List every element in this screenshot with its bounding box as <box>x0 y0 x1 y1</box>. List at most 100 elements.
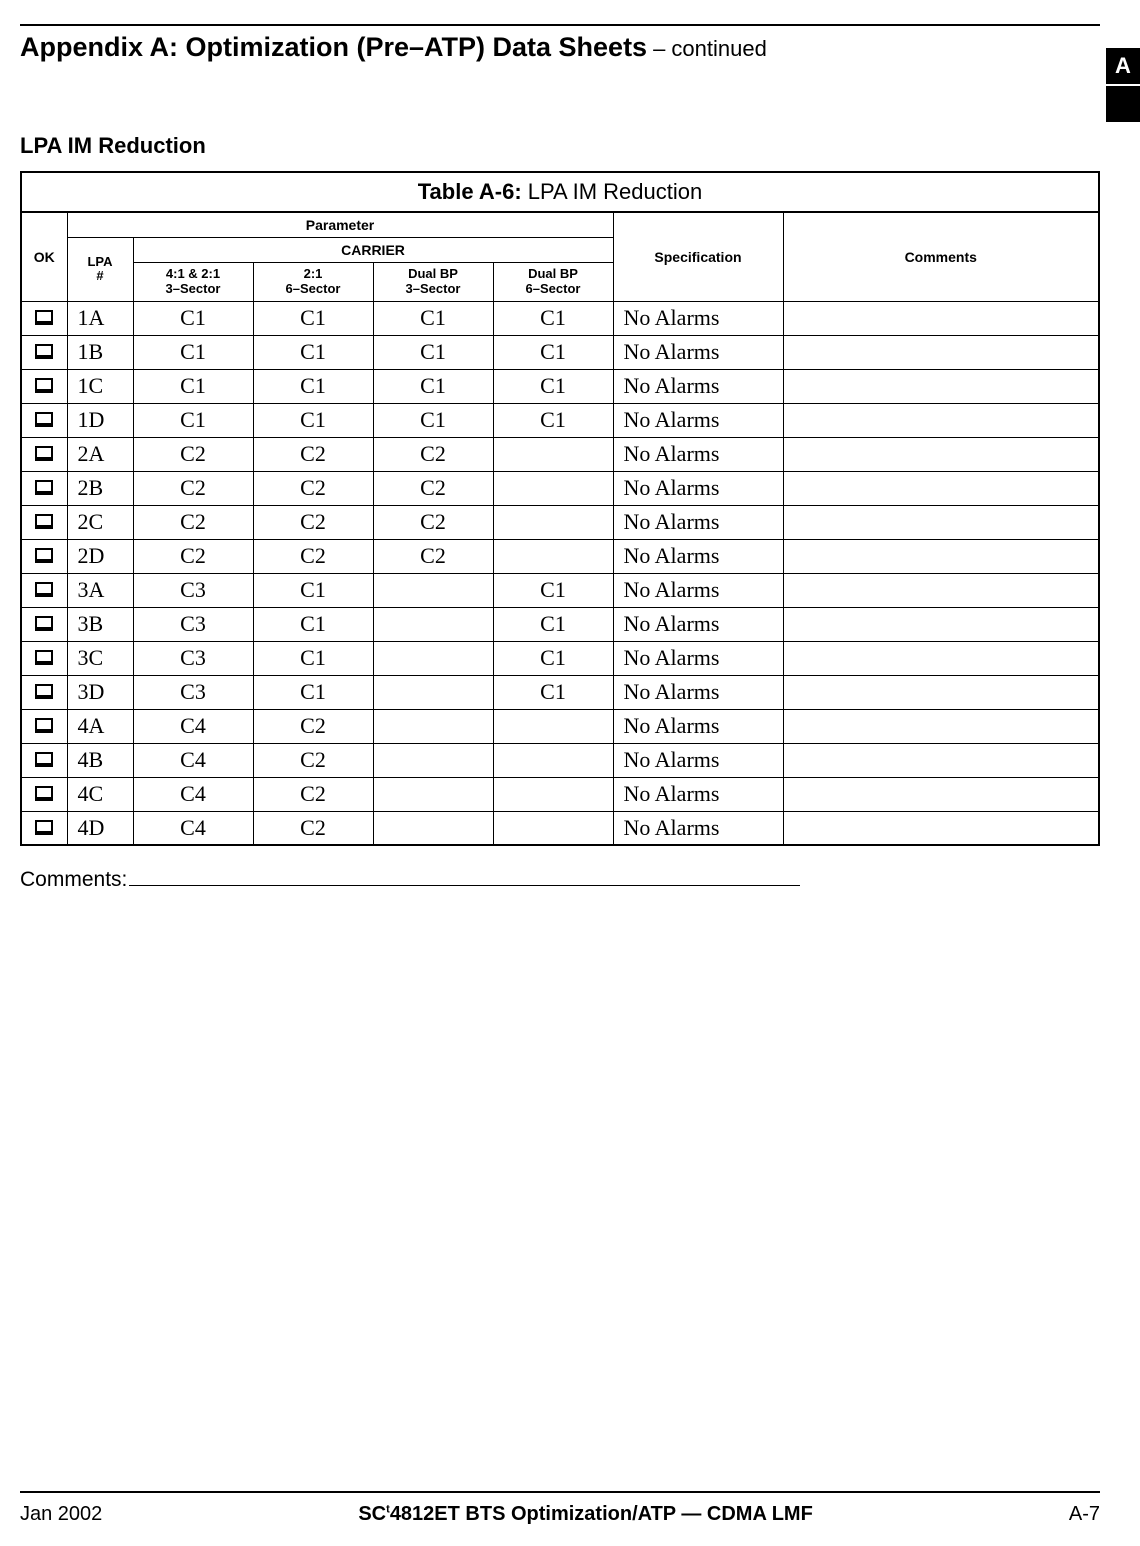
checkbox-icon[interactable] <box>35 650 53 665</box>
comments-cell <box>783 811 1099 845</box>
checkbox-icon[interactable] <box>35 582 53 597</box>
spec-cell: No Alarms <box>613 743 783 777</box>
comments-line: Comments: <box>20 868 800 892</box>
table-row: 4DC4C2No Alarms <box>21 811 1099 845</box>
lpa-cell: 2B <box>67 471 133 505</box>
c3-cell: C2 <box>373 539 493 573</box>
ok-cell[interactable] <box>21 777 67 811</box>
comments-cell <box>783 403 1099 437</box>
checkbox-icon[interactable] <box>35 514 53 529</box>
c2-cell: C1 <box>253 369 373 403</box>
checkbox-icon[interactable] <box>35 548 53 563</box>
lpa-cell: 1C <box>67 369 133 403</box>
comments-cell <box>783 607 1099 641</box>
spec-cell: No Alarms <box>613 335 783 369</box>
c2-cell: C2 <box>253 539 373 573</box>
caption-rest: LPA IM Reduction <box>522 179 703 204</box>
lpa-cell: 3C <box>67 641 133 675</box>
hdr-parameter: Parameter <box>67 212 613 238</box>
ok-cell[interactable] <box>21 709 67 743</box>
spec-cell: No Alarms <box>613 437 783 471</box>
comments-cell <box>783 335 1099 369</box>
ok-cell[interactable] <box>21 301 67 335</box>
ok-cell[interactable] <box>21 641 67 675</box>
table-row: 2CC2C2C2No Alarms <box>21 505 1099 539</box>
lpa-cell: 2D <box>67 539 133 573</box>
comments-cell <box>783 777 1099 811</box>
ok-cell[interactable] <box>21 607 67 641</box>
c2-cell: C2 <box>253 437 373 471</box>
ok-cell[interactable] <box>21 811 67 845</box>
c3-cell: C2 <box>373 471 493 505</box>
spec-cell: No Alarms <box>613 811 783 845</box>
c2-cell: C2 <box>253 709 373 743</box>
c2-cell: C1 <box>253 301 373 335</box>
comments-cell <box>783 539 1099 573</box>
ok-cell[interactable] <box>21 573 67 607</box>
c2-cell: C2 <box>253 811 373 845</box>
checkbox-icon[interactable] <box>35 310 53 325</box>
c1-cell: C2 <box>133 471 253 505</box>
c2-cell: C2 <box>253 505 373 539</box>
spec-cell: No Alarms <box>613 369 783 403</box>
c3-cell <box>373 573 493 607</box>
c3-cell <box>373 675 493 709</box>
table-row: 2BC2C2C2No Alarms <box>21 471 1099 505</box>
c3-cell <box>373 709 493 743</box>
c1-cell: C2 <box>133 505 253 539</box>
c3-cell: C1 <box>373 301 493 335</box>
table-row: 3BC3C1C1No Alarms <box>21 607 1099 641</box>
spec-cell: No Alarms <box>613 675 783 709</box>
checkbox-icon[interactable] <box>35 718 53 733</box>
spec-cell: No Alarms <box>613 641 783 675</box>
c4-cell: C1 <box>493 675 613 709</box>
ok-cell[interactable] <box>21 403 67 437</box>
c4-cell <box>493 471 613 505</box>
ok-cell[interactable] <box>21 505 67 539</box>
checkbox-icon[interactable] <box>35 412 53 427</box>
side-tab-blank <box>1106 86 1140 122</box>
hdr-specification: Specification <box>613 212 783 301</box>
c1-cell: C3 <box>133 573 253 607</box>
checkbox-icon[interactable] <box>35 616 53 631</box>
checkbox-icon[interactable] <box>35 446 53 461</box>
ok-cell[interactable] <box>21 335 67 369</box>
checkbox-icon[interactable] <box>35 684 53 699</box>
checkbox-icon[interactable] <box>35 378 53 393</box>
lpa-cell: 4A <box>67 709 133 743</box>
ok-cell[interactable] <box>21 471 67 505</box>
ok-cell[interactable] <box>21 437 67 471</box>
lpa-cell: 1D <box>67 403 133 437</box>
c3-cell: C2 <box>373 437 493 471</box>
c3-cell: C1 <box>373 335 493 369</box>
c4-cell <box>493 539 613 573</box>
ok-cell[interactable] <box>21 743 67 777</box>
spec-cell: No Alarms <box>613 471 783 505</box>
table-caption: Table A-6: LPA IM Reduction <box>21 172 1099 212</box>
ok-cell[interactable] <box>21 369 67 403</box>
checkbox-icon[interactable] <box>35 344 53 359</box>
checkbox-icon[interactable] <box>35 786 53 801</box>
c4-cell: C1 <box>493 607 613 641</box>
table-row: 3AC3C1C1No Alarms <box>21 573 1099 607</box>
c4-cell: C1 <box>493 641 613 675</box>
lpa-cell: 3D <box>67 675 133 709</box>
ok-cell[interactable] <box>21 539 67 573</box>
c4-cell: C1 <box>493 369 613 403</box>
table-row: 1AC1C1C1C1No Alarms <box>21 301 1099 335</box>
spec-cell: No Alarms <box>613 403 783 437</box>
checkbox-icon[interactable] <box>35 752 53 767</box>
checkbox-icon[interactable] <box>35 820 53 835</box>
checkbox-icon[interactable] <box>35 480 53 495</box>
c1-cell: C3 <box>133 675 253 709</box>
lpa-cell: 2A <box>67 437 133 471</box>
comments-cell <box>783 675 1099 709</box>
ok-cell[interactable] <box>21 675 67 709</box>
c3-cell <box>373 811 493 845</box>
lpa-table: Table A-6: LPA IM Reduction OK Parameter… <box>20 171 1100 846</box>
comments-cell <box>783 743 1099 777</box>
c1-cell: C3 <box>133 607 253 641</box>
comments-cell <box>783 641 1099 675</box>
c4-cell <box>493 709 613 743</box>
footer-date: Jan 2002 <box>20 1503 102 1526</box>
